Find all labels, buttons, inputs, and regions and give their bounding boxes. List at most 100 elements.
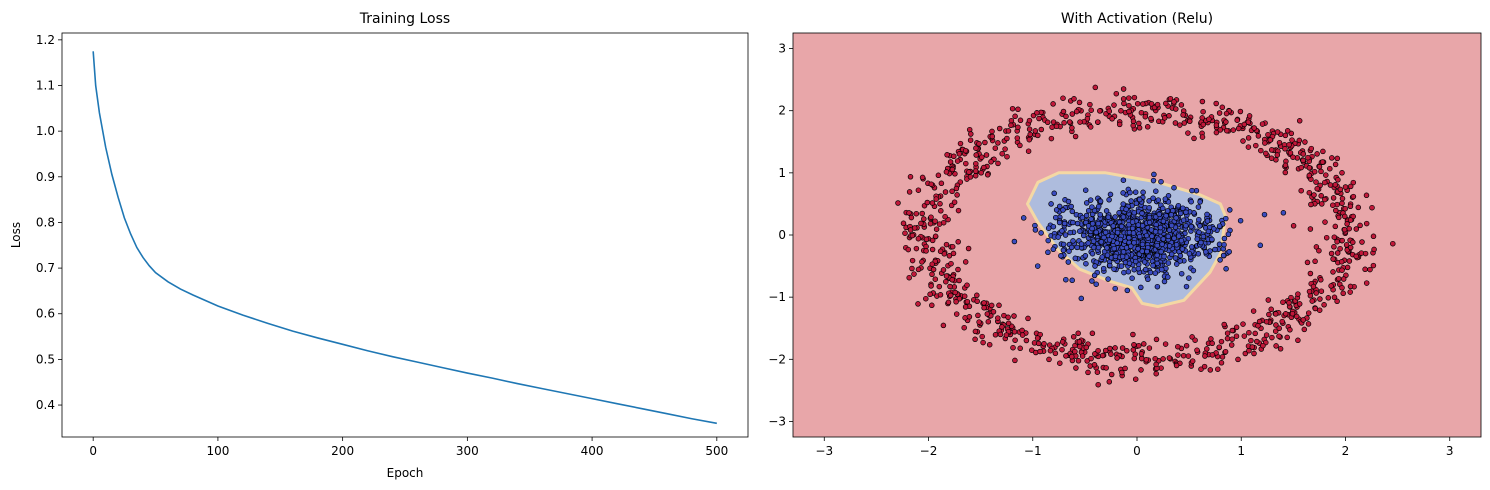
data-point (1260, 342, 1266, 349)
data-point (954, 192, 960, 198)
data-point (1069, 125, 1075, 131)
decision-boundary-axes-frame (792, 32, 1482, 438)
data-point (1323, 234, 1330, 241)
data-point (1175, 352, 1181, 358)
data-point (1180, 205, 1186, 211)
data-point (1060, 241, 1067, 248)
data-point (1111, 266, 1117, 272)
data-point (908, 214, 915, 221)
data-point (1204, 211, 1210, 218)
data-point (1045, 225, 1052, 231)
data-point (1350, 213, 1356, 220)
data-point (1165, 260, 1172, 266)
data-point (963, 160, 969, 167)
data-point (1313, 290, 1319, 296)
data-point (1282, 132, 1289, 139)
data-point (1161, 253, 1167, 260)
data-point (1146, 345, 1153, 351)
data-point (1330, 269, 1336, 275)
data-point (1209, 236, 1215, 243)
data-point (1268, 147, 1275, 153)
data-point (1060, 247, 1067, 254)
data-point (1216, 241, 1223, 248)
data-point (1153, 370, 1159, 377)
data-point (1287, 150, 1294, 156)
data-point (1253, 142, 1259, 149)
data-point (943, 241, 950, 248)
data-point (1318, 193, 1324, 199)
data-point (1146, 214, 1153, 221)
data-point (1224, 335, 1231, 342)
data-point (905, 246, 912, 253)
data-point (988, 159, 994, 165)
data-point (1319, 201, 1325, 207)
data-point (1153, 336, 1160, 343)
data-point (1076, 339, 1083, 345)
data-point (1059, 346, 1065, 353)
data-point (1314, 185, 1320, 192)
data-point (1121, 269, 1127, 276)
data-point (1176, 233, 1182, 239)
data-point (1091, 272, 1098, 279)
data-point (1080, 232, 1087, 239)
data-point (1068, 203, 1074, 210)
data-point (1307, 226, 1314, 232)
data-point (1334, 155, 1341, 162)
data-point (966, 314, 973, 320)
data-point (1138, 355, 1145, 362)
data-point (1255, 133, 1262, 139)
data-point (1269, 334, 1275, 341)
data-point (1063, 276, 1069, 283)
data-point (1083, 200, 1090, 206)
data-point (1127, 189, 1133, 196)
data-point (1295, 337, 1301, 344)
data-point (1108, 371, 1115, 378)
data-point (1289, 137, 1295, 143)
data-point (1106, 108, 1113, 114)
data-point (1061, 220, 1068, 227)
data-point (1138, 109, 1145, 116)
data-point (943, 169, 950, 175)
data-point (1221, 321, 1227, 328)
data-point (1165, 233, 1172, 240)
data-point (992, 332, 999, 338)
data-point (1060, 108, 1067, 115)
data-point (1103, 365, 1109, 371)
data-point (1314, 151, 1320, 157)
data-point (1089, 204, 1095, 210)
data-point (1316, 247, 1322, 254)
data-point (1347, 183, 1354, 190)
data-point (949, 166, 956, 173)
data-point (1087, 124, 1094, 130)
data-point (1120, 177, 1127, 183)
data-point (1099, 254, 1105, 260)
data-point (1089, 330, 1096, 337)
data-point (1274, 152, 1281, 158)
data-point (964, 298, 971, 305)
data-point (1340, 276, 1347, 282)
data-point (909, 257, 916, 264)
data-point (1088, 107, 1094, 113)
data-point (1011, 329, 1018, 335)
data-point (1313, 244, 1320, 250)
data-point (1066, 119, 1073, 125)
data-point (1282, 169, 1289, 176)
inner-class-points (1011, 171, 1287, 302)
data-point (941, 251, 948, 257)
data-point (1234, 117, 1240, 123)
data-point (953, 299, 959, 305)
data-point (1144, 124, 1151, 130)
data-point (1339, 170, 1345, 176)
data-point (1017, 142, 1023, 149)
data-point (1069, 208, 1076, 215)
data-point (1146, 198, 1152, 204)
data-point (1012, 113, 1018, 120)
data-point (1327, 182, 1334, 188)
data-point (1066, 248, 1072, 254)
data-point (1060, 95, 1066, 101)
data-point (1355, 204, 1362, 211)
data-point (951, 199, 958, 205)
data-point (989, 128, 995, 135)
data-point (1075, 330, 1081, 337)
